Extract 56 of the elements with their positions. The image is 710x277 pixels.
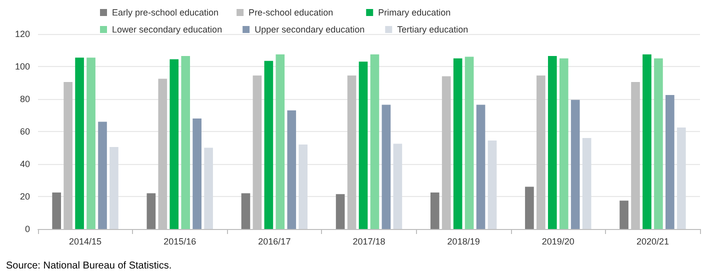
- x-tick-label: 2019/20: [542, 236, 574, 246]
- bar: [488, 140, 497, 229]
- bar: [146, 193, 156, 229]
- bar: [382, 104, 391, 229]
- y-tick-label: 40: [20, 159, 30, 169]
- bar: [464, 56, 474, 229]
- bar: [620, 200, 628, 229]
- bar: [559, 58, 568, 229]
- legend-label: Upper secondary education: [254, 24, 378, 34]
- source-note: Source: National Bureau of Statistics.: [6, 260, 172, 272]
- bar: [570, 100, 580, 229]
- bar: [110, 146, 118, 229]
- bar: [393, 144, 402, 229]
- legend-label: Tertiary education: [397, 24, 498, 34]
- x-tick-label: 2018/19: [447, 236, 480, 246]
- x-tick-label: 2014/15: [69, 236, 102, 246]
- bar: [264, 60, 274, 229]
- y-tick-label: 100: [14, 62, 30, 72]
- bar: [370, 54, 380, 229]
- bar: [642, 54, 652, 229]
- bar: [241, 193, 250, 229]
- y-tick-label: 0: [24, 224, 30, 234]
- legend-label: Pre-school education: [248, 8, 358, 18]
- bar: [181, 56, 190, 229]
- bar: [548, 56, 557, 229]
- bar: [666, 94, 674, 229]
- y-tick-label: 60: [20, 126, 30, 136]
- bar: [98, 122, 107, 229]
- bar: [298, 144, 308, 229]
- bar: [336, 194, 345, 229]
- x-tick-label: 2016/17: [258, 236, 291, 246]
- bar: [276, 54, 285, 229]
- bar: [75, 58, 84, 229]
- bar: [358, 62, 368, 229]
- bar: [86, 58, 96, 229]
- bar: [204, 148, 213, 229]
- x-tick-label: 2015/16: [164, 236, 196, 246]
- legend-label: Primary education: [378, 8, 484, 18]
- x-tick-label: 2020/21: [636, 236, 669, 246]
- bar: [170, 59, 179, 229]
- bar: [453, 58, 462, 229]
- legend-label: Early pre-school education: [112, 8, 229, 18]
- bar: [582, 138, 592, 229]
- bar: [654, 58, 663, 229]
- bar: [287, 110, 296, 229]
- bar: [192, 118, 202, 229]
- bar: [52, 192, 62, 229]
- legend-label: Lower secondary education: [112, 24, 235, 34]
- bar: [476, 104, 486, 229]
- bar: [525, 186, 534, 229]
- y-tick-label: 120: [14, 29, 30, 39]
- bar: [676, 127, 686, 229]
- y-tick-label: 80: [20, 94, 30, 104]
- y-tick-label: 20: [20, 192, 30, 202]
- bar: [430, 192, 440, 229]
- x-tick-label: 2017/18: [352, 236, 386, 246]
